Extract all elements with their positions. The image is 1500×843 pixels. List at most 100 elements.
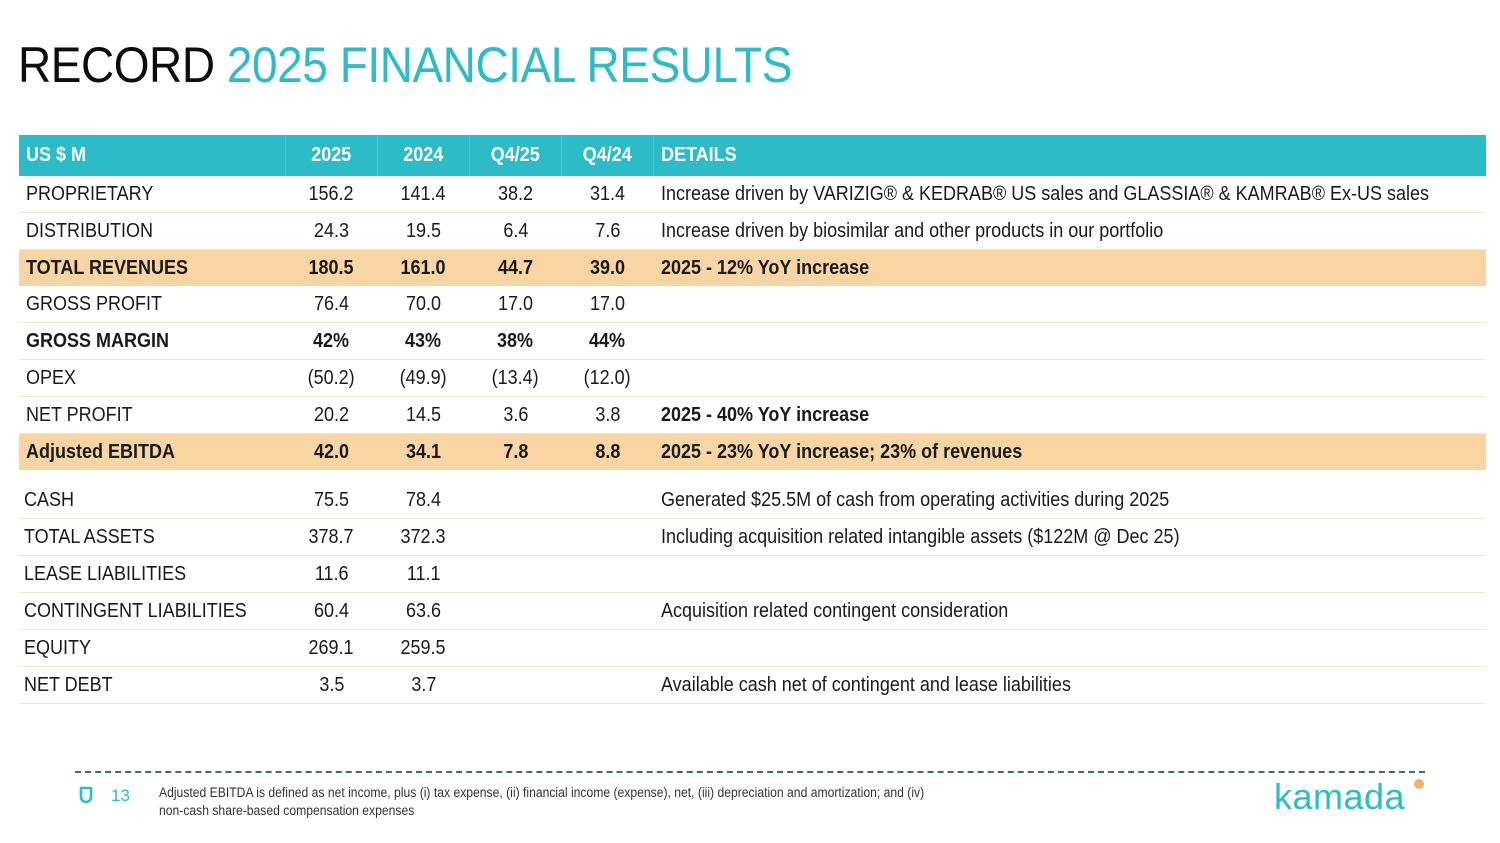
- value-q4-25: 3.6: [469, 396, 562, 434]
- value-2024: 70.0: [377, 286, 470, 323]
- table-row: DISTRIBUTION 24.3 19.5 6.4 7.6 Increase drive…: [19, 212, 1486, 250]
- value-2024: 11.1: [377, 555, 470, 593]
- table-row: GROSS MARGIN 42% 43% 38% 44%: [19, 322, 1486, 360]
- table-row: Adjusted EBITDA 42.0 34.1 7.8 8.8 2025 - 23% …: [19, 433, 1486, 470]
- value-2024: 43%: [377, 322, 470, 360]
- row-details: 2025 - 23% YoY increase; 23% of revenues: [653, 433, 1486, 470]
- table-row: CONTINGENT LIABILITIES 60.4 63.6 Acquisitio…: [19, 592, 1486, 630]
- table-row: NET PROFIT 20.2 14.5 3.6 3.8 2025 - 40% YoY i…: [19, 396, 1486, 434]
- row-details: [653, 629, 1486, 667]
- row-details: [653, 286, 1486, 323]
- value-2025: 3.5: [285, 666, 378, 704]
- financial-results-table: US $ M 2025 2024 Q4/25 Q4/24 DETAILS PRO…: [19, 135, 1486, 704]
- row-label: EQUITY: [19, 629, 286, 667]
- value-q4-25: 7.8: [469, 433, 562, 470]
- value-2025: 156.2: [285, 176, 378, 213]
- row-label: GROSS PROFIT: [19, 286, 286, 323]
- value-2025: 24.3: [285, 212, 378, 250]
- row-label: Adjusted EBITDA: [19, 433, 286, 470]
- value-q4-25: (13.4): [469, 359, 562, 397]
- value-2025: 269.1: [285, 629, 378, 667]
- value-2025: 60.4: [285, 592, 378, 630]
- value-2025: 76.4: [285, 286, 378, 323]
- kamada-logo: kamada: [1274, 776, 1406, 817]
- value-2025: 20.2: [285, 396, 378, 434]
- table-header-row: US $ M 2025 2024 Q4/25 Q4/24 DETAILS: [19, 135, 1486, 176]
- page-title: RECORD 2025 FINANCIAL RESULTS: [18, 36, 792, 94]
- value-q4-24: 31.4: [561, 176, 654, 213]
- row-label: OPEX: [19, 359, 286, 397]
- value-2024: 259.5: [377, 629, 470, 667]
- empty-cell: [469, 482, 562, 519]
- value-2025: 42.0: [285, 433, 378, 470]
- footnote-line-1: Adjusted EBITDA is defined as net income…: [159, 785, 925, 800]
- value-q4-24: 8.8: [561, 433, 654, 470]
- header-q4-25: Q4/25: [469, 135, 562, 176]
- footer-divider: [75, 771, 1425, 773]
- page-number: 13: [111, 786, 130, 805]
- row-details: Increase driven by VARIZIG® & KEDRAB® US…: [653, 176, 1486, 213]
- table-row: CASH 75.5 78.4 Generated $25.5M of cash fro…: [19, 482, 1486, 519]
- row-label: TOTAL REVENUES: [19, 249, 286, 286]
- section-spacer: [19, 470, 1486, 482]
- row-label: CONTINGENT LIABILITIES: [19, 592, 286, 630]
- header-2025: 2025: [285, 135, 378, 176]
- value-2024: (49.9): [377, 359, 470, 397]
- spacer-cell: [19, 470, 1486, 482]
- value-2024: 141.4: [377, 176, 470, 213]
- empty-cell: [561, 518, 654, 556]
- value-q4-24: 3.8: [561, 396, 654, 434]
- header-2024: 2024: [377, 135, 470, 176]
- empty-cell: [469, 666, 562, 704]
- row-label: DISTRIBUTION: [19, 212, 286, 250]
- row-label: GROSS MARGIN: [19, 322, 286, 360]
- value-q4-24: 17.0: [561, 286, 654, 323]
- value-2024: 372.3: [377, 518, 470, 556]
- table-row: PROPRIETARY 156.2 141.4 38.2 31.4 Increase dr…: [19, 176, 1486, 213]
- title-financial-results: 2025 FINANCIAL RESULTS: [226, 37, 793, 93]
- empty-cell: [469, 518, 562, 556]
- value-2025: 42%: [285, 322, 378, 360]
- value-2024: 14.5: [377, 396, 470, 434]
- table-row: TOTAL ASSETS 378.7 372.3 Including acquisit…: [19, 518, 1486, 556]
- empty-cell: [561, 592, 654, 630]
- row-details: [653, 359, 1486, 397]
- value-q4-25: 38.2: [469, 176, 562, 213]
- row-details: [653, 555, 1486, 593]
- table-row: OPEX (50.2) (49.9) (13.4) (12.0): [19, 359, 1486, 397]
- value-q4-25: 6.4: [469, 212, 562, 250]
- empty-cell: [469, 592, 562, 630]
- row-details: Available cash net of contingent and lea…: [653, 666, 1486, 704]
- table-row: NET DEBT 3.5 3.7 Available cash net of cont…: [19, 666, 1486, 704]
- table-row: LEASE LIABILITIES 11.6 11.1: [19, 555, 1486, 593]
- row-label: CASH: [19, 482, 286, 519]
- row-label: NET DEBT: [19, 666, 286, 704]
- empty-cell: [561, 482, 654, 519]
- row-details: Acquisition related contingent considera…: [653, 592, 1486, 630]
- value-2025: 180.5: [285, 249, 378, 286]
- header-us-m: US $ M: [19, 135, 286, 176]
- value-q4-25: 44.7: [469, 249, 562, 286]
- value-2024: 3.7: [377, 666, 470, 704]
- value-2024: 19.5: [377, 212, 470, 250]
- row-details: Including acquisition related intangible…: [653, 518, 1486, 556]
- empty-cell: [561, 555, 654, 593]
- value-2025: 75.5: [285, 482, 378, 519]
- row-label: TOTAL ASSETS: [19, 518, 286, 556]
- row-label: PROPRIETARY: [19, 176, 286, 213]
- value-2024: 78.4: [377, 482, 470, 519]
- empty-cell: [469, 555, 562, 593]
- value-q4-24: 7.6: [561, 212, 654, 250]
- value-2025: 11.6: [285, 555, 378, 593]
- empty-cell: [469, 629, 562, 667]
- footnote-line-2: non-cash share-based compensation expens…: [159, 803, 415, 818]
- row-details: Generated $25.5M of cash from operating …: [653, 482, 1486, 519]
- empty-cell: [561, 629, 654, 667]
- value-2024: 63.6: [377, 592, 470, 630]
- value-2024: 34.1: [377, 433, 470, 470]
- title-record: RECORD: [18, 37, 215, 93]
- logo-dot-icon: [1414, 779, 1424, 789]
- value-q4-24: (12.0): [561, 359, 654, 397]
- row-details: [653, 322, 1486, 360]
- value-2024: 161.0: [377, 249, 470, 286]
